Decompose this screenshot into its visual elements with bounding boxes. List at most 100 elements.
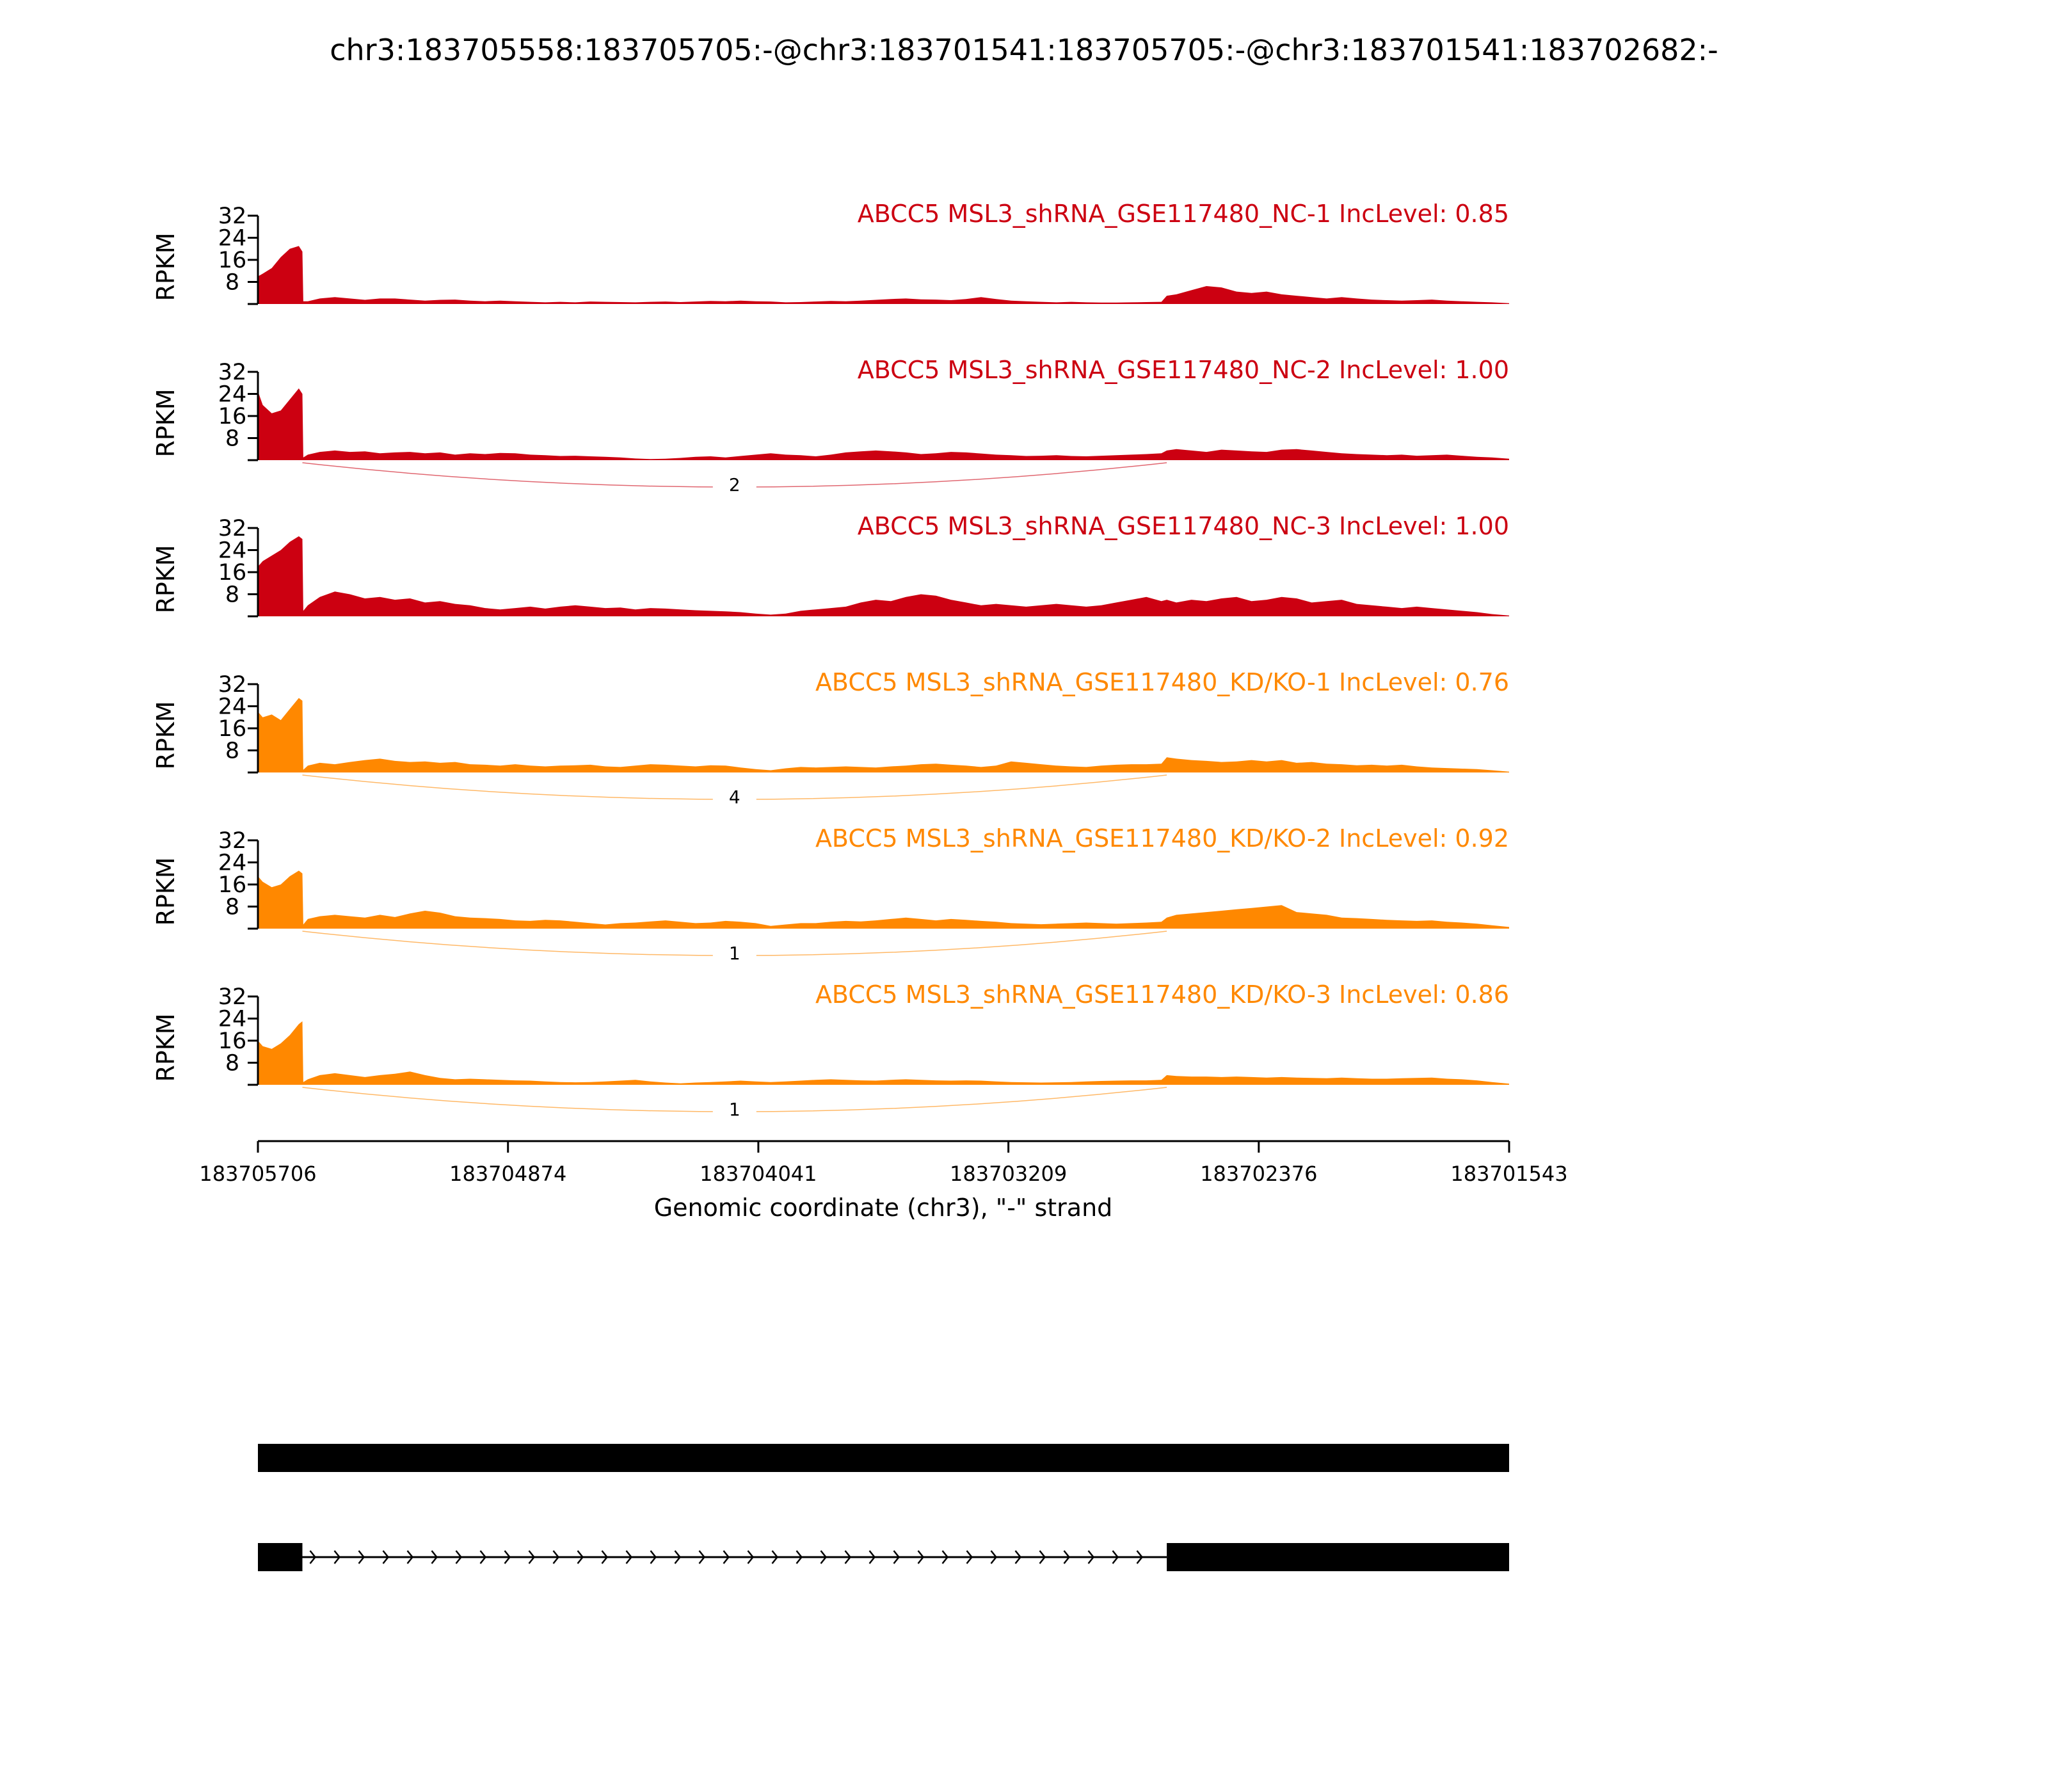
y-tick-label: 32 (218, 672, 247, 698)
x-tick-label: 183704874 (449, 1162, 566, 1186)
y-tick-label: 16 (218, 716, 247, 742)
y-tick-label: 16 (218, 248, 247, 273)
coverage-area (258, 536, 1509, 616)
strand-chevron (1039, 1550, 1046, 1564)
strand-chevron (333, 1550, 341, 1564)
strand-chevron (650, 1550, 657, 1564)
strand-chevron (698, 1550, 706, 1564)
strand-chevron (504, 1550, 511, 1564)
strand-chevron (552, 1550, 560, 1564)
exon-block (1167, 1543, 1509, 1571)
y-tick-label: 24 (218, 382, 247, 408)
strand-chevron (990, 1550, 998, 1564)
y-axis-label: RPKM (152, 857, 180, 925)
y-tick-label: 32 (218, 984, 247, 1010)
junction-count: 1 (729, 943, 740, 964)
strand-chevron (844, 1550, 852, 1564)
strand-chevron (309, 1550, 317, 1564)
strand-chevron (1087, 1550, 1095, 1564)
y-tick-label: 24 (218, 851, 247, 876)
strand-chevron (941, 1550, 949, 1564)
y-axis-label: RPKM (152, 545, 180, 613)
exon-block (258, 1444, 1509, 1472)
y-axis-label: RPKM (152, 388, 180, 457)
y-tick-label: 16 (218, 1028, 247, 1054)
junction-count: 4 (729, 787, 740, 808)
x-tick-label: 183704041 (700, 1162, 817, 1186)
junction-label-box (712, 472, 756, 497)
y-tick-label: 24 (218, 538, 247, 564)
strand-chevron (358, 1550, 365, 1564)
y-tick-label: 24 (218, 1007, 247, 1032)
junction-count: 1 (729, 1099, 740, 1120)
strand-chevron (601, 1550, 609, 1564)
strand-chevron (917, 1550, 925, 1564)
track-title: ABCC5 MSL3_shRNA_GSE117480_KD/KO-2 IncLe… (815, 824, 1509, 852)
junction-count: 2 (729, 474, 740, 495)
strand-chevron (723, 1550, 730, 1564)
coverage-area (258, 246, 1509, 304)
strand-chevron (1112, 1550, 1119, 1564)
y-tick-label: 8 (225, 1051, 239, 1076)
y-tick-label: 24 (218, 226, 247, 252)
strand-chevron (1136, 1550, 1144, 1564)
junction-label-box (712, 940, 756, 966)
y-tick-label: 16 (218, 404, 247, 429)
y-tick-label: 8 (225, 270, 239, 296)
strand-chevron (431, 1550, 438, 1564)
gene-model (258, 1543, 1509, 1571)
y-tick-label: 24 (218, 694, 247, 720)
gene-model (258, 1444, 1509, 1472)
strand-chevron (820, 1550, 828, 1564)
strand-chevron (1014, 1550, 1022, 1564)
strand-chevron (625, 1550, 633, 1564)
y-tick-label: 8 (225, 582, 239, 608)
y-tick-label: 8 (225, 739, 239, 764)
x-axis-label: Genomic coordinate (chr3), "-" strand (654, 1194, 1113, 1222)
strand-chevron (893, 1550, 900, 1564)
x-tick-label: 183703209 (950, 1162, 1067, 1186)
exon-block (258, 1543, 303, 1571)
track-title: ABCC5 MSL3_shRNA_GSE117480_NC-2 IncLevel… (858, 356, 1509, 384)
x-axis: 183705706 183704874 183704041 183703209 1837… (199, 1140, 1568, 1186)
track-title: ABCC5 MSL3_shRNA_GSE117480_NC-3 IncLevel… (858, 512, 1509, 540)
strand-chevron (406, 1550, 414, 1564)
strand-chevron (966, 1550, 973, 1564)
track-title: ABCC5 MSL3_shRNA_GSE117480_NC-1 IncLevel… (858, 200, 1509, 228)
strand-chevron (382, 1550, 390, 1564)
strand-chevron (455, 1550, 463, 1564)
coverage-area (258, 1021, 1509, 1085)
junction-label-box (712, 784, 756, 810)
strand-chevron (796, 1550, 803, 1564)
x-tick-label: 183705706 (199, 1162, 316, 1186)
gene-models (258, 1444, 1509, 1571)
strand-chevron (771, 1550, 779, 1564)
y-tick-label: 16 (218, 872, 247, 898)
y-tick-label: 8 (225, 895, 239, 920)
y-tick-label: 32 (218, 204, 247, 229)
y-axis-label: RPKM (152, 232, 180, 301)
y-tick-label: 8 (225, 426, 239, 452)
strand-chevron (674, 1550, 682, 1564)
y-tick-label: 16 (218, 560, 247, 586)
x-tick-label: 183702376 (1200, 1162, 1317, 1186)
strand-chevron (747, 1550, 755, 1564)
y-tick-label: 32 (218, 360, 247, 385)
y-axis-label: RPKM (152, 1013, 180, 1082)
y-tick-label: 32 (218, 828, 247, 854)
chart-title: chr3:183705558:183705705:-@chr3:18370154… (330, 33, 1718, 67)
coverage-area (258, 388, 1509, 460)
y-axis-label: RPKM (152, 701, 180, 769)
x-tick-label: 183701543 (1450, 1162, 1567, 1186)
strand-chevron (868, 1550, 876, 1564)
strand-chevron (577, 1550, 584, 1564)
coverage-area (258, 870, 1509, 929)
